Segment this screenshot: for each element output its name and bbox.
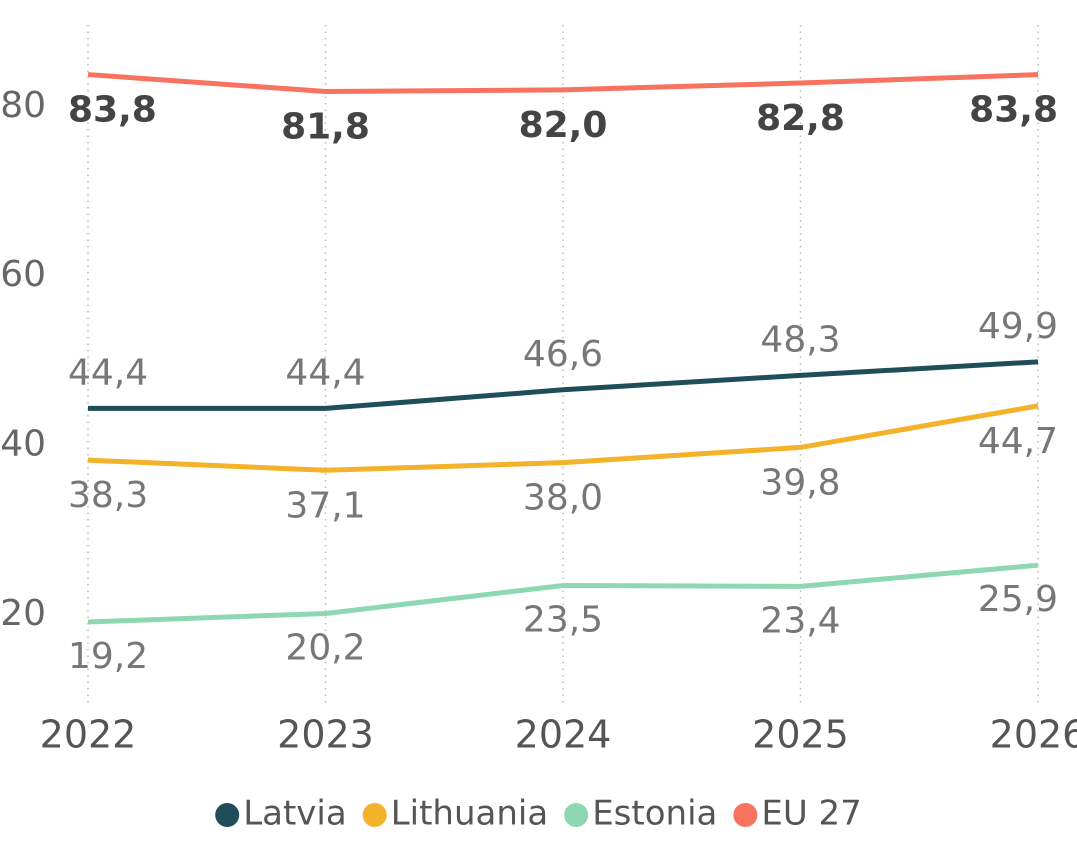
x-tick-label: 2023 — [277, 713, 374, 757]
data-label: 46,6 — [523, 334, 603, 375]
data-label: 49,9 — [978, 306, 1058, 347]
y-tick-label: 60 — [0, 254, 46, 295]
legend-marker — [733, 803, 758, 827]
data-label: 81,8 — [281, 107, 370, 148]
y-tick-label: 40 — [0, 424, 46, 465]
legend-label: Lithuania — [391, 794, 548, 834]
data-label: 82,0 — [519, 105, 608, 146]
x-tick-label: 2024 — [515, 713, 612, 757]
data-label: 23,5 — [523, 600, 603, 641]
data-label: 25,9 — [978, 579, 1058, 620]
x-tick-label: 2022 — [40, 713, 137, 757]
data-label: 38,3 — [68, 475, 148, 516]
data-label: 38,0 — [523, 478, 603, 519]
x-tick-label: 2025 — [752, 713, 849, 757]
x-tick-label: 2026 — [990, 713, 1077, 757]
legend-label: Latvia — [243, 794, 347, 834]
line — [87, 562, 1039, 625]
data-label: 83,8 — [969, 90, 1058, 131]
legend-marker — [564, 803, 589, 827]
data-label: 37,1 — [285, 485, 365, 526]
line — [87, 72, 1039, 95]
data-label: 83,8 — [68, 90, 157, 131]
data-label: 19,2 — [68, 636, 148, 677]
line — [87, 403, 1039, 473]
y-tick-label: 20 — [0, 593, 46, 634]
data-label: 48,3 — [760, 319, 840, 360]
data-label: 20,2 — [285, 627, 365, 668]
legend-marker — [215, 803, 240, 827]
data-label: 44,7 — [978, 421, 1058, 462]
data-label: 44,4 — [68, 352, 148, 393]
data-label: 23,4 — [760, 600, 840, 641]
legend-label: Estonia — [592, 794, 717, 834]
data-label: 82,8 — [756, 98, 845, 139]
data-label: 44,4 — [285, 352, 365, 393]
legend-marker — [362, 803, 387, 827]
legend-label: EU 27 — [761, 794, 861, 834]
line — [88, 359, 1039, 411]
y-tick-label: 80 — [0, 85, 46, 126]
data-label: 39,8 — [760, 462, 840, 503]
